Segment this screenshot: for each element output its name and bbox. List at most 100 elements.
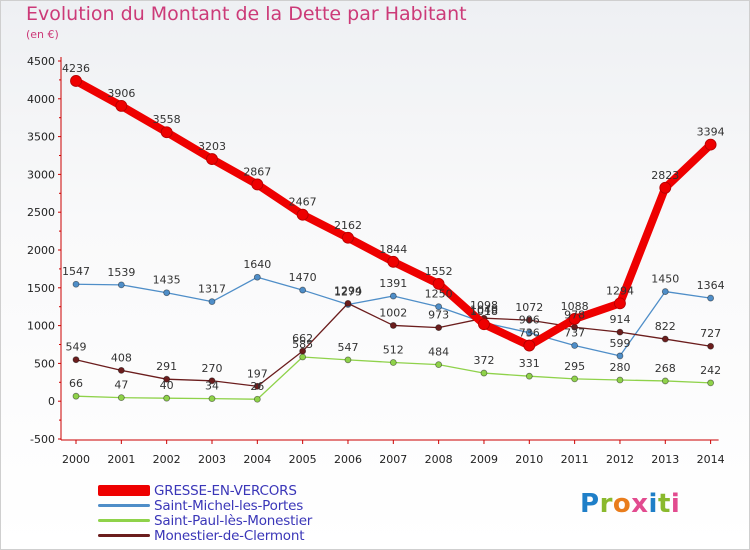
data-label: 512 xyxy=(383,343,404,356)
data-label: 1002 xyxy=(379,306,407,319)
y-tick-label: 1000 xyxy=(27,320,55,333)
chart-title: Evolution du Montant de la Dette par Hab… xyxy=(26,3,467,25)
x-tick-label: 2003 xyxy=(198,453,226,466)
data-label: 2467 xyxy=(289,196,317,209)
data-label: 1088 xyxy=(561,300,589,313)
data-point xyxy=(707,294,715,302)
data-point xyxy=(525,372,533,380)
data-point xyxy=(163,375,171,383)
y-tick-label: 4500 xyxy=(27,55,55,68)
data-point xyxy=(344,299,352,307)
data-label: 1294 xyxy=(334,284,362,297)
data-point xyxy=(389,292,397,300)
data-point xyxy=(571,375,579,383)
data-label: 66 xyxy=(69,377,83,390)
data-point xyxy=(163,289,171,297)
data-label: 1844 xyxy=(379,243,407,256)
x-tick-label: 2006 xyxy=(334,453,362,466)
data-label: 47 xyxy=(114,379,128,392)
data-label: 1539 xyxy=(107,266,135,279)
data-point xyxy=(208,298,216,306)
data-label: 1547 xyxy=(62,265,90,278)
data-label: 280 xyxy=(609,361,630,374)
data-label: 1552 xyxy=(425,265,453,278)
data-label: 3394 xyxy=(697,126,725,139)
data-label: 1317 xyxy=(198,283,226,296)
x-tick-label: 2007 xyxy=(379,453,407,466)
logo-letter: i xyxy=(670,489,681,519)
data-point xyxy=(571,342,579,349)
legend-label: Monestier-de-Clermont xyxy=(154,527,305,544)
data-label: 727 xyxy=(700,327,721,340)
data-label: 3906 xyxy=(107,87,135,100)
data-point xyxy=(72,280,80,288)
data-point xyxy=(432,277,445,290)
data-point xyxy=(480,369,488,377)
x-tick-label: 2013 xyxy=(651,453,679,466)
data-label: 1040 xyxy=(470,304,498,317)
data-point xyxy=(299,353,307,361)
data-label: 547 xyxy=(337,341,358,354)
axes: -500 0 500 1000 1500 2000 2500 3000 3500 4000 4500… xyxy=(27,55,725,466)
data-point xyxy=(70,75,82,87)
data-point xyxy=(568,313,581,325)
x-tick-label: 2002 xyxy=(153,453,181,466)
data-label: 40 xyxy=(160,379,174,392)
legend-swatch xyxy=(98,485,150,496)
logo-letter: x xyxy=(631,489,649,519)
data-point xyxy=(661,335,669,343)
legend-item[interactable]: Saint-Michel-les-Portes xyxy=(98,498,458,514)
data-point xyxy=(299,347,307,355)
y-tick-label: -500 xyxy=(30,433,55,446)
data-label: 736 xyxy=(519,327,540,340)
data-label: 549 xyxy=(66,341,87,354)
data-label: 1391 xyxy=(379,277,407,290)
data-label: 291 xyxy=(156,360,177,373)
data-label: 295 xyxy=(564,360,585,373)
data-point xyxy=(342,231,354,244)
data-point xyxy=(117,366,125,374)
data-point xyxy=(661,377,669,385)
data-label: 2867 xyxy=(243,165,271,178)
data-label: 270 xyxy=(201,362,222,375)
y-tick-label: 0 xyxy=(48,395,55,408)
data-point xyxy=(117,394,125,402)
data-label: 1018 xyxy=(470,305,498,318)
legend-item[interactable]: Monestier-de-Clermont xyxy=(98,527,458,544)
legend-swatch xyxy=(98,519,150,522)
x-tick-label: 2010 xyxy=(515,453,543,466)
data-label: 3558 xyxy=(153,113,181,126)
data-point xyxy=(160,126,173,139)
data-label: 1364 xyxy=(697,279,725,292)
x-tick-label: 2000 xyxy=(62,453,90,466)
data-point xyxy=(659,181,672,194)
data-point xyxy=(707,379,715,387)
logo-letter: o xyxy=(612,489,632,519)
x-tick-label: 2009 xyxy=(470,453,498,466)
data-point xyxy=(253,273,261,281)
data-label: 242 xyxy=(700,364,721,377)
data-point xyxy=(72,392,80,400)
data-label: 973 xyxy=(428,309,449,322)
x-tick-label: 2012 xyxy=(606,453,634,466)
data-label: 1450 xyxy=(651,273,679,286)
proxiti-logo: Proxiti xyxy=(580,489,680,519)
data-label: 2823 xyxy=(651,169,679,182)
data-point xyxy=(117,281,125,289)
data-label: 585 xyxy=(292,338,313,351)
data-label: 484 xyxy=(428,346,449,359)
data-label: 34 xyxy=(205,380,219,393)
data-label: 331 xyxy=(519,357,540,370)
legend-item[interactable]: Saint-Paul-lès-Monestier xyxy=(98,512,458,529)
data-point xyxy=(208,395,216,403)
data-label: 1250 xyxy=(425,288,453,301)
data-point xyxy=(707,342,715,350)
data-point xyxy=(389,359,397,366)
data-point xyxy=(704,138,717,151)
legend-swatch xyxy=(98,534,150,537)
legend-item[interactable]: GRESSE-EN-VERCORS xyxy=(98,483,458,499)
data-point xyxy=(523,339,536,352)
y-tick-label: 2000 xyxy=(27,244,55,257)
legend-label: Saint-Paul-lès-Monestier xyxy=(154,512,313,529)
